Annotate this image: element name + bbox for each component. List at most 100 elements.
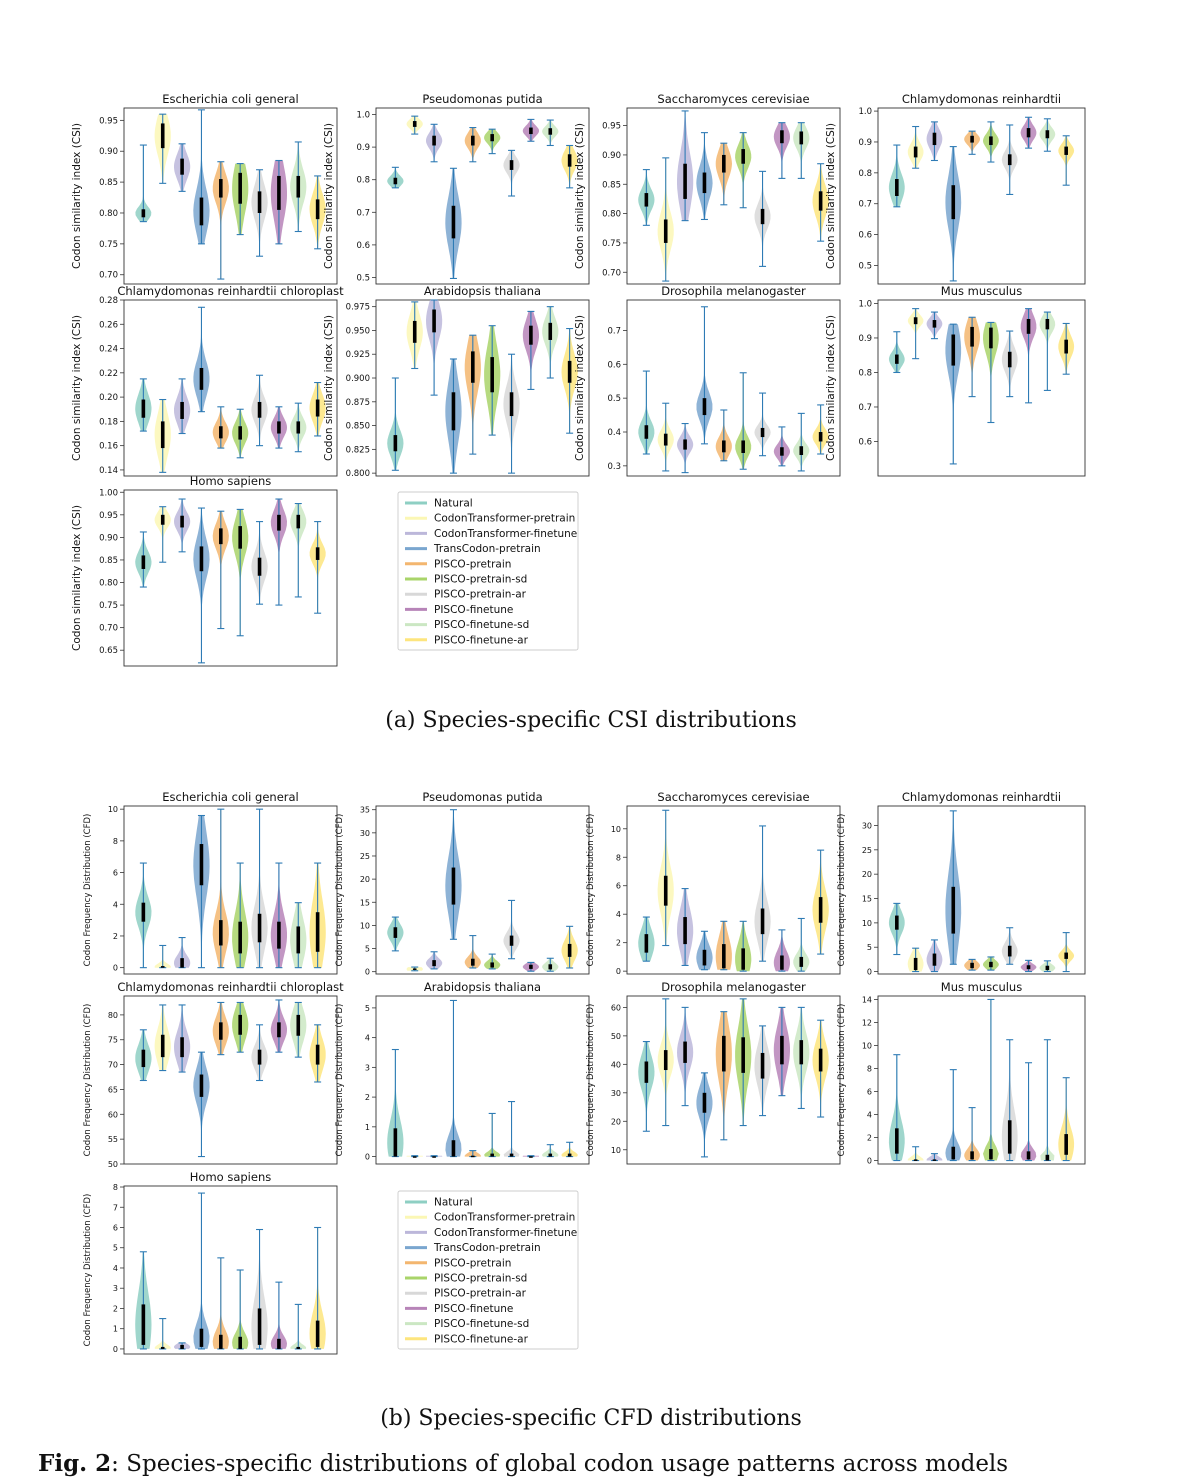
violin-iqr-box — [296, 1346, 301, 1349]
violin-iqr-box — [989, 136, 993, 146]
chart-title: Saccharomyces cerevisiae — [657, 790, 809, 804]
legend-label: PISCO-finetune — [434, 604, 513, 616]
y-tick-label: 4 — [867, 1111, 872, 1120]
violin-iqr-box — [970, 326, 974, 347]
chart-title: Escherichia coli general — [162, 92, 299, 106]
violin-iqr-box — [471, 135, 475, 146]
violin-iqr-box — [141, 1049, 146, 1068]
violin-iqr-box — [238, 426, 242, 440]
y-tick-label: 10 — [862, 1041, 872, 1050]
y-tick-label: 0.95 — [99, 116, 118, 126]
y-tick-label: 0 — [113, 964, 118, 973]
violin-iqr-box — [989, 961, 993, 968]
violin-iqr-box — [277, 514, 281, 531]
figure-label: Fig. 2 — [38, 1450, 112, 1477]
violin-iqr-box — [315, 399, 320, 417]
chart-a-5: Arabidopsis thaliana 0.800 0.825 0.850 0.875… — [323, 284, 590, 479]
y-axis-label: Codon Frequency Distribution (CFD) — [586, 1004, 596, 1157]
y-tick-label: 3 — [113, 1284, 118, 1293]
y-tick-label: 0.90 — [602, 151, 621, 161]
y-axis-label: Codon similarity index (CSI) — [574, 315, 586, 461]
legend-b: Natural CodonTransformer-pretrain CodonTra… — [397, 1190, 579, 1350]
y-tick-label: 2 — [616, 939, 621, 948]
y-tick-label: 0.14 — [99, 466, 118, 476]
legend-label: CodonTransformer-finetune — [434, 528, 577, 540]
plot-frame — [877, 995, 1086, 1165]
violin-iqr-box — [722, 1035, 726, 1072]
y-tick-label: 0.24 — [99, 345, 118, 355]
chart-b-8: Homo sapiens 0 1 2 3 4 5 6 7 8 Codon Frequency Dis… — [83, 1170, 338, 1355]
y-tick-label: 25 — [862, 846, 872, 855]
violin-iqr-box — [277, 421, 281, 434]
violin-iqr-box — [663, 875, 668, 906]
violin-iqr-box — [160, 966, 165, 968]
violin-iqr-box — [799, 956, 804, 967]
y-tick-label: 0.26 — [99, 320, 118, 330]
y-tick-label: 4 — [113, 900, 118, 909]
violin-iqr-box — [644, 1061, 649, 1083]
violin-iqr-box — [989, 327, 993, 349]
y-tick-label: 0 — [365, 1153, 370, 1162]
violin-iqr-box — [702, 1092, 707, 1113]
violin-iqr-box — [277, 1338, 281, 1349]
violin-iqr-box — [818, 897, 823, 923]
violin-iqr-box — [741, 1037, 745, 1073]
violin-iqr-box — [199, 844, 204, 886]
y-tick-label: 8 — [113, 837, 118, 846]
chart-title: Escherichia coli general — [162, 790, 299, 804]
y-tick-label: 10 — [862, 919, 872, 928]
y-tick-label: 15 — [862, 895, 872, 904]
violin-iqr-box — [451, 205, 456, 239]
violin-iqr-box — [1064, 1134, 1068, 1155]
violin-iqr-box — [180, 515, 184, 528]
y-tick-label: 0.6 — [858, 437, 872, 447]
violin-iqr-box — [238, 1014, 242, 1035]
violin-iqr-box — [296, 421, 301, 434]
violin-figure: Escherichia coli general0.700.750.800.85… — [71, 92, 1086, 1355]
y-tick-label: 4 — [365, 1034, 370, 1043]
violin-iqr-box — [567, 1153, 572, 1157]
chart-a-1: Pseudomonas putida 0.5 0.6 0.7 0.8 0.9 1.0 Codo… — [323, 92, 590, 285]
legend-box — [397, 1190, 579, 1350]
violin-iqr-box — [471, 958, 475, 966]
violin-iqr-box — [1007, 154, 1012, 166]
y-tick-label: 0.6 — [356, 241, 370, 251]
y-tick-label: 15 — [360, 898, 370, 907]
y-tick-label: 2 — [113, 1304, 118, 1313]
y-tick-label: 0.6 — [858, 231, 872, 241]
y-tick-label: 0.800 — [346, 469, 370, 479]
y-tick-label: 0.5 — [858, 261, 872, 271]
y-tick-label: 60 — [611, 1003, 621, 1012]
y-tick-label: 0.90 — [99, 147, 118, 157]
violin-iqr-box — [490, 357, 494, 393]
violin-iqr-box — [432, 960, 436, 967]
violin-iqr-box — [160, 123, 165, 149]
violin-iqr-box — [529, 325, 533, 345]
violin-iqr-box — [1064, 952, 1068, 959]
violin-iqr-box — [760, 908, 765, 935]
y-axis-label: Codon Frequency Distribution (CFD) — [83, 1194, 93, 1347]
violin-iqr-box — [818, 1048, 823, 1072]
violin-iqr-box — [818, 432, 823, 442]
y-tick-label: 0.7 — [858, 200, 872, 210]
violin-iqr-box — [760, 1052, 765, 1079]
y-tick-label: 8 — [867, 1064, 872, 1073]
legend-label: PISCO-pretrain-sd — [434, 574, 527, 586]
violin-iqr-box — [683, 917, 687, 945]
y-axis-label: Codon similarity index (CSI) — [323, 315, 335, 461]
y-tick-label: 0.7 — [858, 403, 872, 413]
legend-label: PISCO-pretrain — [434, 558, 511, 570]
y-tick-label: 75 — [108, 1036, 118, 1045]
violin-iqr-box — [895, 1128, 899, 1154]
violin-iqr-box — [663, 219, 668, 243]
violin-iqr-box — [180, 158, 184, 175]
chart-a-3: Chlamydomonas reinhardtii 0.5 0.6 0.7 0.8 0.9… — [825, 92, 1086, 285]
legend-label: Natural — [434, 1197, 473, 1209]
y-tick-label: 0.85 — [99, 556, 118, 566]
chart-title: Homo sapiens — [190, 474, 271, 488]
chart-title: Saccharomyces cerevisiae — [657, 92, 809, 106]
violin-iqr-box — [160, 421, 165, 449]
y-tick-label: 0.70 — [99, 271, 118, 281]
plot-frame — [375, 805, 590, 975]
violin-iqr-box — [141, 902, 146, 922]
